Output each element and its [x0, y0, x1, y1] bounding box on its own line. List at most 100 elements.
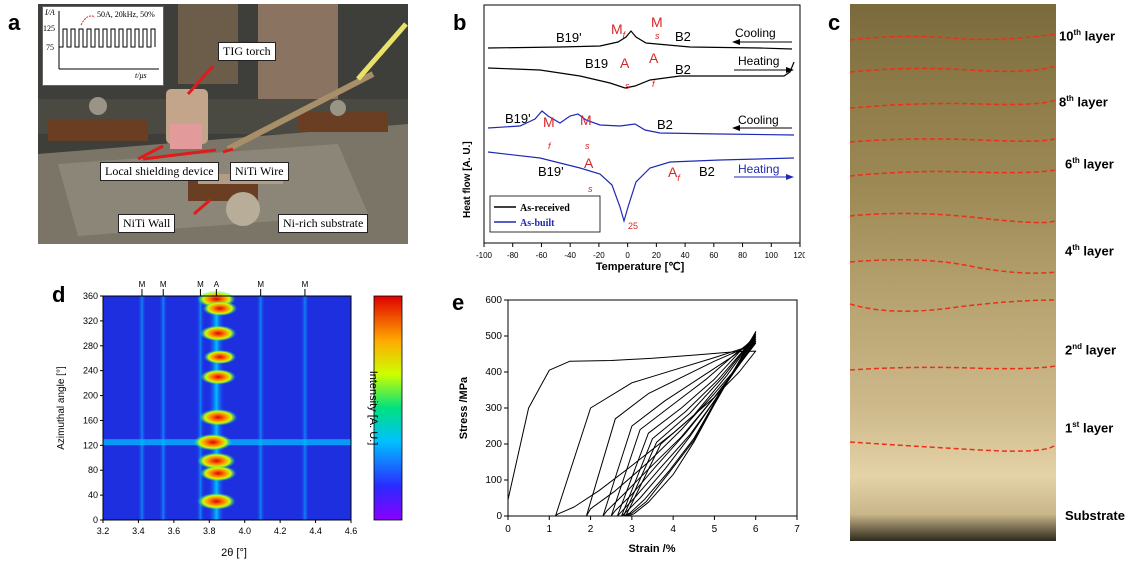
colorbar [373, 295, 403, 521]
ss-ytick-label: 300 [485, 403, 502, 414]
ss-cycle-6 [616, 335, 757, 517]
label-ni-rich-substrate: Ni-rich substrate [278, 214, 369, 233]
heatmap-stripe [159, 296, 168, 520]
dsc-xtick-label: -80 [507, 251, 519, 260]
boundary-2 [850, 65, 1056, 73]
dsc-top-heating-right: B2 [675, 62, 691, 77]
layer-label-10: 10th layer [1059, 28, 1116, 44]
welding-setup-photo: I/A 125 75 50A, 20kHz, 50% t/μs TIG torc… [38, 4, 408, 244]
heatmap-stripe [300, 296, 309, 520]
peak-marker-label: M [160, 280, 167, 289]
heatmap-stripe [196, 296, 205, 520]
layer-label-substrate: Substrate [1065, 508, 1125, 523]
heatmap-frame [102, 295, 352, 521]
dsc-top-heating-arrow-label: Heating [738, 54, 780, 68]
ss-cycle-7 [621, 333, 757, 517]
panel-label-d: d [52, 282, 66, 307]
heatmap-hotspot [203, 349, 237, 365]
boundary-8 [850, 299, 1056, 312]
heatmap-hotspot [197, 452, 236, 470]
current-waveform-inset: I/A 125 75 50A, 20kHz, 50% t/μs [42, 6, 164, 86]
dsc-top-af-sub: f [652, 79, 655, 89]
dsc-blue-heating-left: B19' [538, 164, 564, 179]
dsc-blue-mf-sub: f [548, 141, 551, 151]
dsc-xtick-label: 20 [652, 251, 661, 260]
dsc-top-mf: Mf [611, 21, 626, 40]
curve-as-received-heating [487, 61, 795, 89]
ss-xtick-label: 5 [712, 524, 718, 535]
layer-label-2: 2nd layer [1065, 342, 1117, 358]
colorbar-label: Intensity [A. U.] [367, 371, 379, 446]
curve-as-built-heating [487, 151, 795, 224]
peak-marker-label: A [214, 280, 220, 289]
heating-arrow-2 [734, 174, 794, 180]
heatmap-ytick-label: 280 [83, 341, 98, 351]
ss-ylabel: Stress /MPa [458, 376, 470, 439]
ss-cycle-5 [610, 337, 757, 517]
curve-as-received-cooling [487, 30, 793, 50]
panel-label-e: e [452, 290, 465, 315]
heatmap-hotspots [193, 290, 238, 510]
boundary-3 [850, 99, 1056, 109]
panel-label-a: a [8, 10, 21, 35]
legend-as-built: As-built [520, 218, 555, 229]
heating-arrow-1 [734, 67, 794, 73]
heatmap-xtick-label: 4.6 [345, 526, 358, 536]
dsc-blue-as-sub: s [588, 184, 593, 194]
ss-x-ticks: 0 1 2 3 4 5 6 7 [505, 516, 800, 535]
dsc-legend [489, 195, 601, 233]
ss-xtick-label: 6 [753, 524, 759, 535]
heatmap-ytick-label: 240 [83, 366, 98, 376]
heatmap-hotspot [199, 325, 237, 342]
dsc-top-as: A [620, 55, 630, 71]
dsc-top-cooling-right: B2 [675, 29, 691, 44]
layer-label-8: 8th layer [1059, 94, 1108, 110]
dsc-blue-cooling-left: B19' [505, 111, 531, 126]
dsc-blue-mf: M [543, 114, 555, 130]
ss-xtick-label: 0 [505, 524, 511, 535]
inset-y-high: 125 [43, 24, 55, 33]
label-tig-torch: TIG torch [218, 42, 276, 61]
dsc-xtick-label: 0 [625, 251, 630, 260]
boundary-5 [850, 169, 1056, 177]
dsc-top-ms-sub: s [655, 31, 660, 41]
dsc-xlabel: Temperature [℃] [596, 261, 685, 273]
dsc-xtick-label: 40 [681, 251, 690, 260]
heatmap-stripe [256, 296, 265, 520]
cooling-arrow-2 [732, 125, 792, 131]
heatmap-ytick-label: 160 [83, 415, 98, 425]
dsc-xtick-label: -100 [476, 251, 493, 260]
label-niti-wall: NiTi Wall [118, 214, 176, 233]
dsc-xtick-label: 80 [738, 251, 747, 260]
heatmap-ytick-label: 360 [83, 291, 98, 301]
heatmap-ytick-label: 120 [83, 440, 98, 450]
inset-ylabel: I/A [45, 8, 55, 17]
ss-cycle-8 [623, 331, 757, 517]
peak-marker-label: M [257, 280, 264, 289]
dsc-top-as-sub: s [625, 81, 630, 91]
cooling-arrow-1 [732, 39, 792, 45]
label-niti-wire: NiTi Wire [230, 162, 289, 181]
dsc-xtick-label: 60 [709, 251, 718, 260]
dsc-xtick-label: -40 [564, 251, 576, 260]
dsc-peak-temp: 25 [628, 221, 639, 231]
legend-as-received: As-received [520, 203, 570, 214]
ss-xtick-label: 1 [547, 524, 553, 535]
layer-boundaries [850, 33, 1056, 452]
dsc-top-af: A [649, 50, 659, 66]
heatmap-hotspot [198, 408, 238, 426]
xrd-heatmap-chart: M M M A M M 3.2 3.4 3.6 3.8 4.0 4.2 4.4 4.6 0 40 80 120… [56, 280, 403, 559]
inset-xlabel: t/μs [135, 71, 147, 80]
boundary-10 [850, 441, 1056, 452]
dsc-blue-ms: M [580, 112, 592, 128]
boundary-9 [850, 365, 1056, 371]
boundary-7 [850, 259, 1056, 274]
heatmap-xtick-label: 4.4 [309, 526, 322, 536]
dsc-top-cooling-left: B19' [556, 30, 582, 45]
heatmap-hotspot [202, 300, 238, 317]
heatmap-xtick-label: 3.2 [97, 526, 110, 536]
dsc-xtick-label: -20 [593, 251, 605, 260]
dsc-xtick-label: 100 [765, 251, 779, 260]
heatmap-ytick-label: 0 [93, 515, 98, 525]
